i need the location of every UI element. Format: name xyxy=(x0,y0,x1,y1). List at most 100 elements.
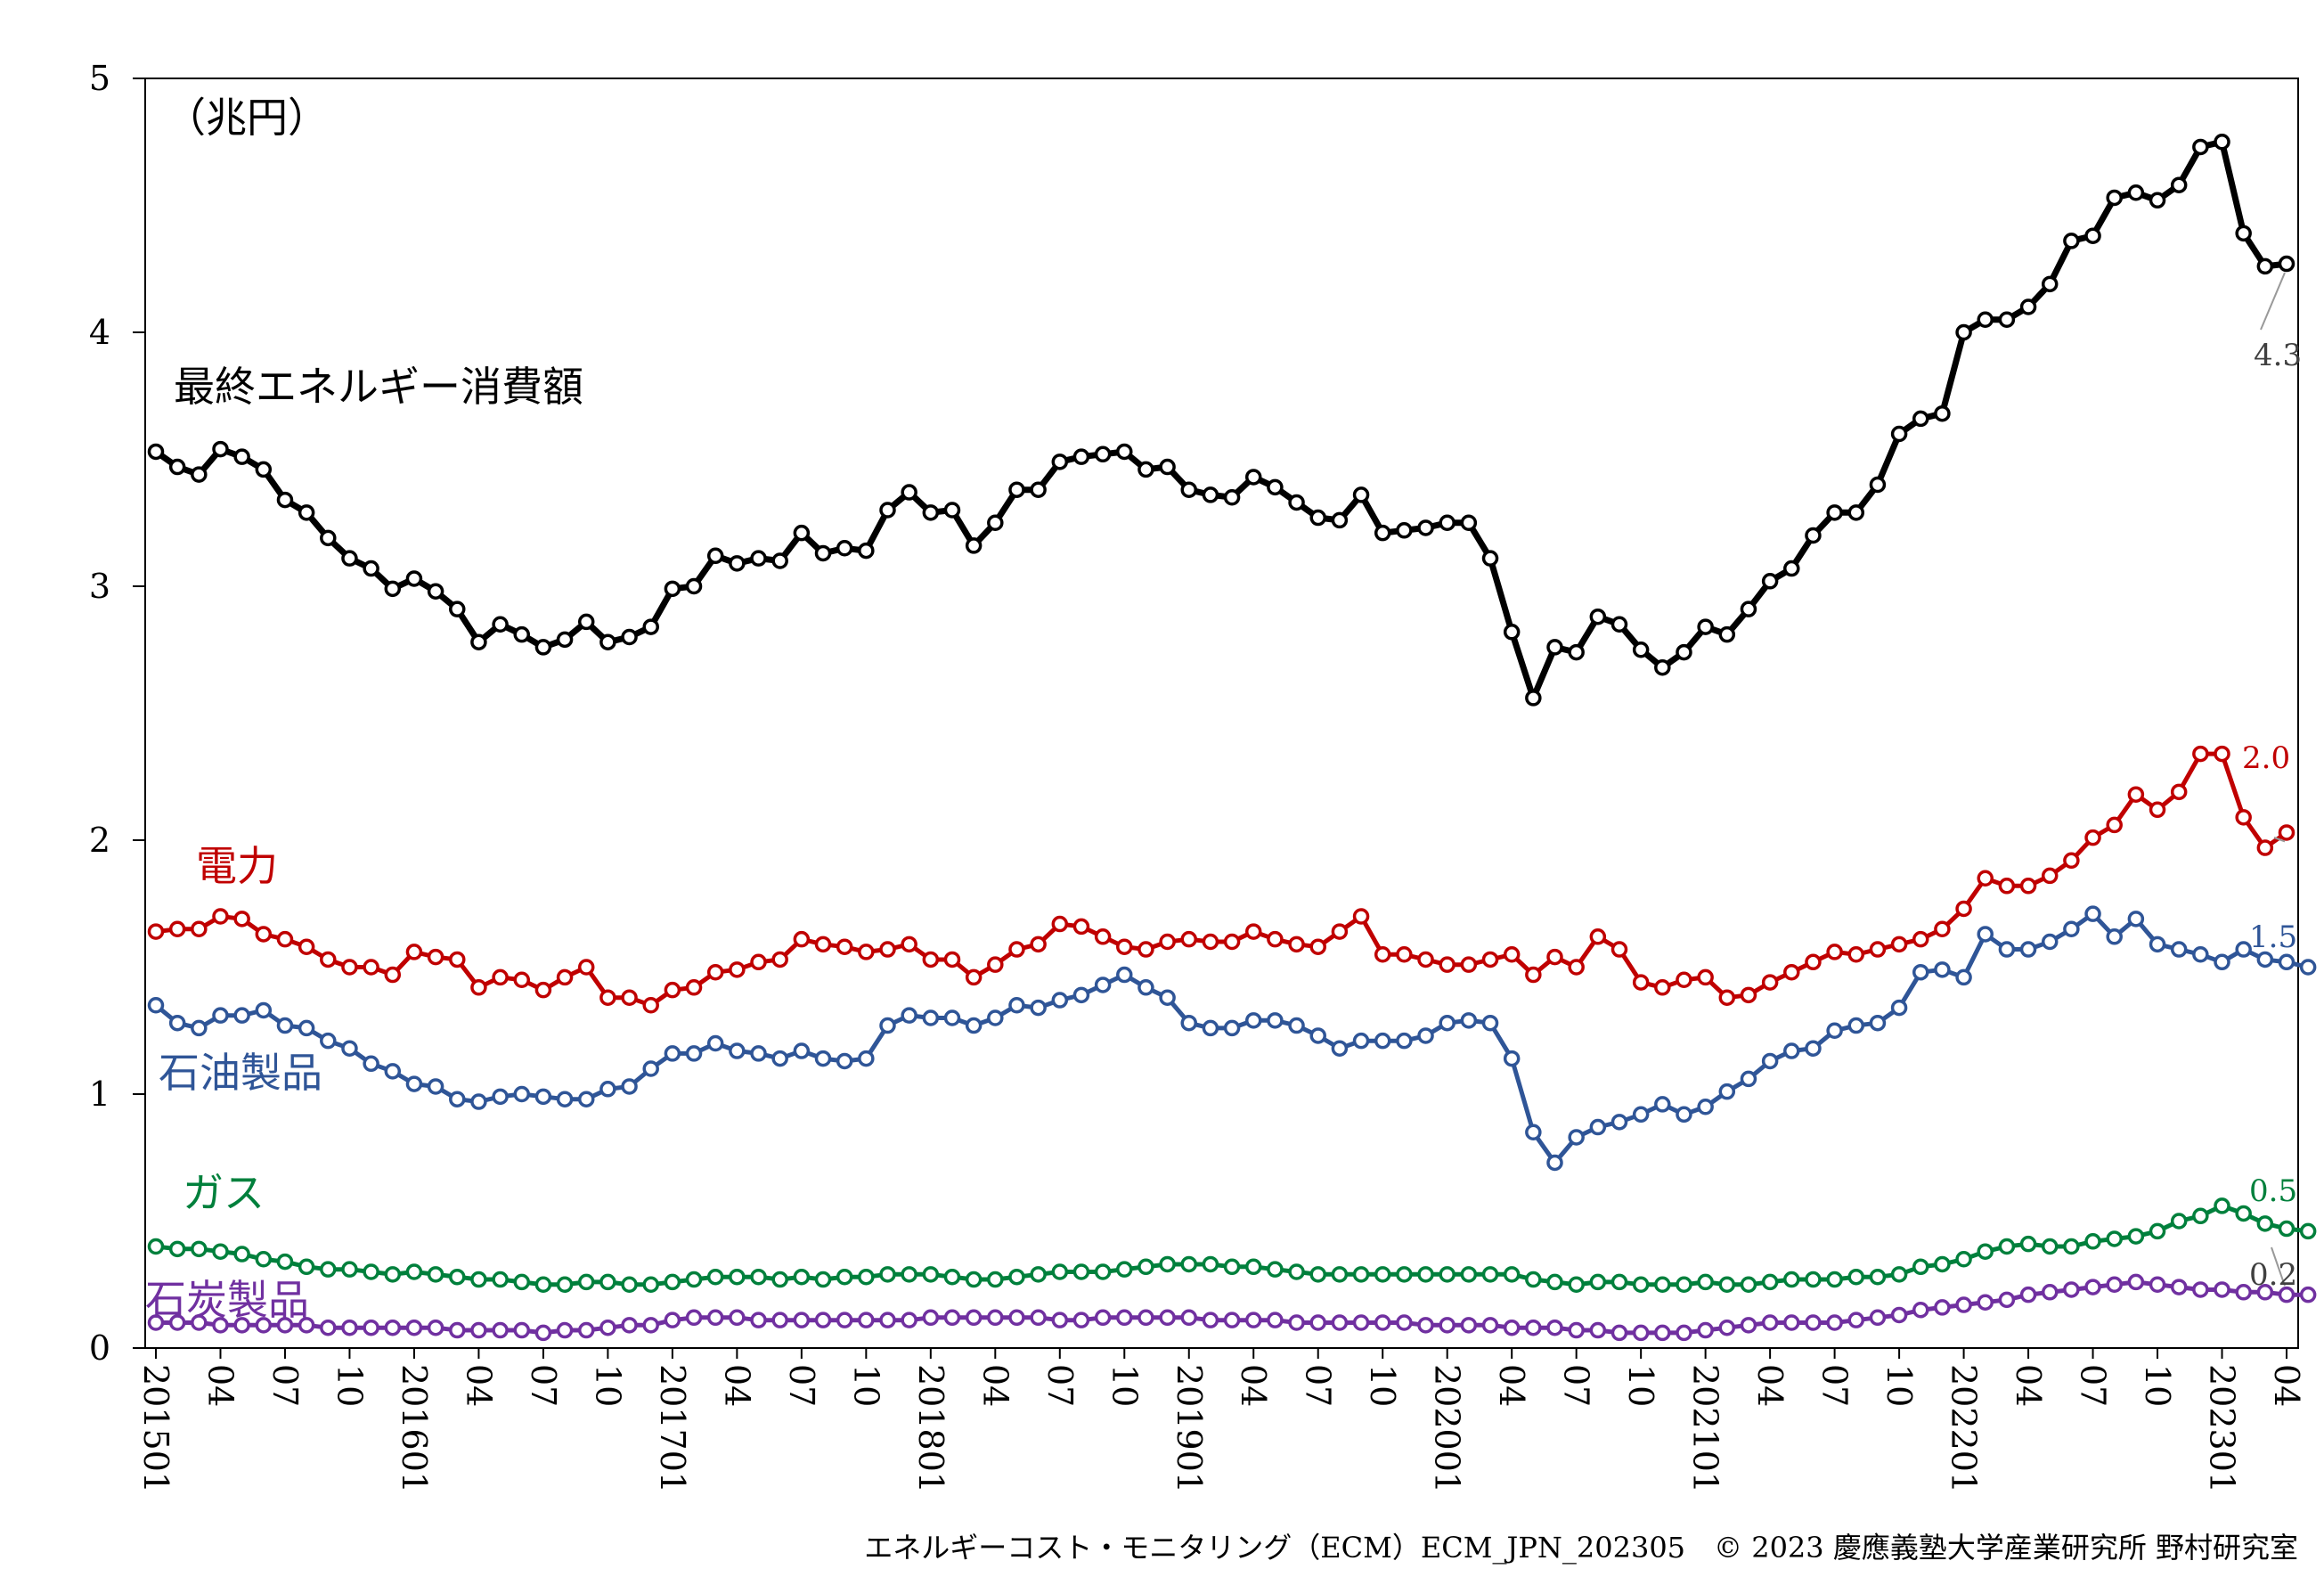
data-point xyxy=(1847,1268,1865,1286)
data-point xyxy=(2106,189,2123,207)
data-point xyxy=(1912,963,1929,981)
data-point xyxy=(577,959,595,976)
data-point xyxy=(1223,1019,1241,1037)
data-point xyxy=(2106,1276,2123,1293)
data-point xyxy=(191,466,208,483)
data-point xyxy=(1546,639,1563,656)
data-point xyxy=(2084,905,2101,922)
data-point xyxy=(2019,1235,2037,1253)
data-point xyxy=(2192,1281,2209,1298)
data-point xyxy=(1481,550,1499,567)
data-point xyxy=(879,1312,896,1328)
data-point xyxy=(2235,225,2252,242)
data-point xyxy=(1632,1106,1650,1124)
data-point xyxy=(1481,951,1499,968)
data-point xyxy=(320,1032,337,1050)
data-point xyxy=(276,1017,294,1034)
data-point xyxy=(1610,1273,1628,1291)
data-point xyxy=(1761,573,1779,590)
x-tick-label: 202101 xyxy=(1686,1364,1725,1493)
data-point xyxy=(1869,1268,1887,1286)
data-point xyxy=(901,484,917,501)
data-point xyxy=(965,1309,983,1327)
data-point xyxy=(922,504,940,521)
x-tick-label: 201501 xyxy=(136,1364,175,1493)
data-point xyxy=(1331,511,1349,529)
data-point xyxy=(1159,989,1176,1006)
series-line xyxy=(155,751,2288,1008)
data-point xyxy=(1805,953,1822,971)
data-point xyxy=(2084,227,2101,244)
y-tick-label: 1 xyxy=(89,1075,110,1114)
data-point xyxy=(341,959,358,976)
data-point xyxy=(2170,1279,2188,1295)
data-point xyxy=(2019,878,2037,895)
data-point xyxy=(1460,514,1478,531)
data-point xyxy=(750,1268,767,1286)
data-point xyxy=(1008,997,1025,1014)
data-point xyxy=(1654,1276,1671,1293)
data-point xyxy=(750,550,767,567)
data-point xyxy=(1138,979,1154,996)
data-point xyxy=(212,1007,229,1024)
series-line xyxy=(153,138,2287,701)
data-point xyxy=(750,1312,767,1328)
data-point xyxy=(1676,1276,1692,1293)
data-point xyxy=(1051,1312,1069,1328)
data-point xyxy=(449,951,466,968)
data-point xyxy=(513,971,530,988)
data-point xyxy=(2256,257,2274,275)
data-point xyxy=(2106,816,2123,834)
data-point xyxy=(384,1266,402,1283)
data-point xyxy=(1244,1258,1262,1276)
data-point xyxy=(771,1312,788,1328)
data-point xyxy=(1890,999,1908,1017)
data-point xyxy=(168,920,186,937)
data-point xyxy=(449,1268,466,1286)
data-point xyxy=(1417,1317,1434,1334)
data-point xyxy=(1374,524,1391,542)
x-tick-label: 07 xyxy=(2074,1364,2113,1407)
data-point xyxy=(814,1271,832,1288)
data-point xyxy=(320,529,337,547)
data-point xyxy=(943,1309,961,1327)
data-point xyxy=(2235,941,2252,958)
data-point xyxy=(2149,1222,2166,1240)
data-point xyxy=(2127,1273,2145,1291)
data-point xyxy=(1267,1012,1284,1029)
data-point xyxy=(943,1009,961,1026)
data-point xyxy=(2214,953,2230,971)
data-point xyxy=(1072,1312,1090,1328)
data-point xyxy=(1546,1319,1563,1336)
series-3 xyxy=(147,1197,2317,1293)
x-tick-label: 10 xyxy=(2138,1364,2177,1407)
data-point xyxy=(599,633,616,650)
data-point xyxy=(1934,961,1951,978)
data-point xyxy=(1632,1276,1650,1293)
data-point xyxy=(513,1321,530,1339)
data-point xyxy=(1159,933,1176,951)
data-point xyxy=(621,989,638,1006)
data-point xyxy=(1202,486,1219,503)
data-point xyxy=(255,1251,273,1268)
data-point xyxy=(793,930,811,948)
data-point xyxy=(470,1093,487,1110)
data-point xyxy=(1396,1314,1413,1331)
data-point xyxy=(1116,1261,1133,1278)
data-point xyxy=(1869,1309,1887,1327)
data-point xyxy=(513,1273,530,1291)
data-point xyxy=(1676,971,1692,988)
data-point xyxy=(771,951,788,968)
data-point xyxy=(1267,478,1284,496)
data-point xyxy=(191,1314,208,1331)
data-point xyxy=(1460,956,1478,973)
x-tick-label: 202301 xyxy=(2203,1364,2242,1493)
data-point xyxy=(814,1050,832,1067)
data-point xyxy=(363,1055,379,1073)
data-point xyxy=(1180,1255,1198,1273)
data-point xyxy=(1116,966,1133,984)
data-point xyxy=(943,502,961,519)
data-point xyxy=(750,953,767,971)
data-point xyxy=(2063,1281,2080,1298)
data-point xyxy=(320,1319,337,1336)
